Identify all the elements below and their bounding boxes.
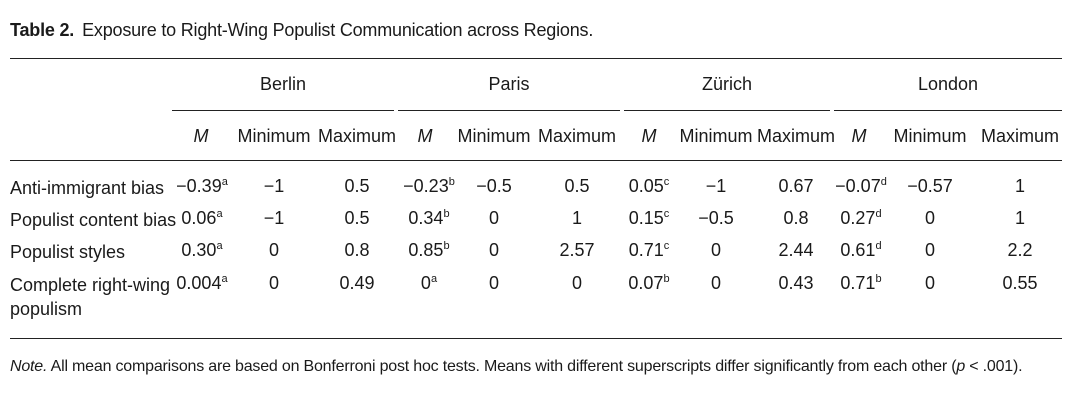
cell-min: −1 [263, 176, 285, 196]
table-note: Note. All mean comparisons are based on … [10, 358, 1023, 376]
cell-m: 0.15c [628, 208, 670, 228]
row-label-populist-content: Populist content bias [10, 210, 177, 230]
cell-m: 0.61d [840, 240, 882, 260]
cell-min: −0.5 [698, 208, 734, 228]
note-p-symbol: p [956, 358, 966, 375]
cell-min: 0 [924, 240, 935, 260]
cell-min: −1 [263, 208, 285, 228]
cell-min: 0 [488, 208, 499, 228]
note-text-1: All mean comparisons are based on Bonfer… [47, 358, 957, 375]
cell-m: 0.30a [181, 240, 223, 260]
cell-m: −0.23b [403, 176, 455, 196]
col-min-berlin: Minimum [237, 126, 311, 146]
cell-max: 0.5 [344, 176, 370, 196]
top-rule [10, 58, 1062, 59]
cell-max: 2.44 [778, 240, 814, 260]
cell-min: 0 [710, 273, 721, 293]
col-min-london: Minimum [893, 126, 967, 146]
table-caption: Table 2. Exposure to Right-Wing Populist … [10, 20, 593, 41]
cell-min: −1 [705, 176, 727, 196]
cell-min: 0 [924, 208, 935, 228]
cell-max: 0.55 [1002, 273, 1038, 293]
cell-max: 0.49 [339, 273, 375, 293]
cell-min: −0.5 [476, 176, 512, 196]
region-header-paris: Paris [488, 74, 530, 94]
cell-max: 0.8 [783, 208, 809, 228]
cell-m: 0.004a [176, 273, 228, 293]
row-label-complete-rwp: Complete right-wing populism [10, 273, 170, 321]
cell-m: 0.27d [840, 208, 882, 228]
group-rule-zurich [624, 110, 830, 111]
cell-min: 0 [268, 273, 279, 293]
table-title: Exposure to Right-Wing Populist Communic… [82, 20, 594, 40]
cell-m: 0.85b [408, 240, 450, 260]
group-rule-berlin [172, 110, 394, 111]
cell-max: 2.2 [1007, 240, 1033, 260]
cell-max: 0.43 [778, 273, 814, 293]
cell-max: 1 [571, 208, 582, 228]
cell-max: 0 [571, 273, 582, 293]
cell-min: −0.57 [907, 176, 953, 196]
table-label: Table 2. [10, 20, 75, 40]
note-prefix: Note. [10, 358, 48, 375]
cell-m: 0.71b [840, 273, 882, 293]
cell-min: 0 [710, 240, 721, 260]
cell-max: 2.57 [559, 240, 595, 260]
col-min-paris: Minimum [457, 126, 531, 146]
cell-min: 0 [924, 273, 935, 293]
cell-max: 0.8 [344, 240, 370, 260]
cell-m: 0.07b [628, 273, 670, 293]
cell-min: 0 [488, 273, 499, 293]
group-rule-paris [398, 110, 620, 111]
cell-max: 0.5 [564, 176, 590, 196]
cell-m: 0.34b [408, 208, 450, 228]
row-label-populist-styles: Populist styles [10, 242, 126, 262]
cell-m: −0.07d [835, 176, 887, 196]
col-max-berlin: Maximum [317, 126, 396, 146]
cell-max: 0.67 [778, 176, 814, 196]
row-label-anti-immigrant: Anti-immigrant bias [10, 178, 165, 198]
group-rule-london [834, 110, 1062, 111]
cell-m: 0.71c [628, 240, 670, 260]
col-max-london: Maximum [980, 126, 1059, 146]
cell-min: 0 [488, 240, 499, 260]
region-header-london: London [917, 74, 979, 94]
cell-m: 0a [420, 273, 438, 293]
cell-m: −0.39a [176, 176, 228, 196]
cell-max: 1 [1014, 176, 1025, 196]
region-header-zurich: Zürich [701, 74, 752, 94]
region-header-berlin: Berlin [259, 74, 307, 94]
body-bottom-rule [10, 338, 1062, 339]
note-text-2: < .001). [965, 358, 1023, 375]
col-max-zurich: Maximum [756, 126, 835, 146]
cell-m: 0.06a [181, 208, 223, 228]
header-bottom-rule [10, 160, 1062, 161]
col-m-zurich: M [641, 126, 657, 146]
cell-max: 0.5 [344, 208, 370, 228]
col-max-paris: Maximum [537, 126, 616, 146]
col-m-berlin: M [193, 126, 209, 146]
row-label-line-2: populism [10, 299, 83, 319]
col-m-london: M [851, 126, 867, 146]
cell-m: 0.05c [628, 176, 670, 196]
cell-min: 0 [268, 240, 279, 260]
col-min-zurich: Minimum [679, 126, 753, 146]
cell-max: 1 [1014, 208, 1025, 228]
row-label-line-1: Complete right-wing [10, 275, 171, 295]
col-m-paris: M [417, 126, 433, 146]
